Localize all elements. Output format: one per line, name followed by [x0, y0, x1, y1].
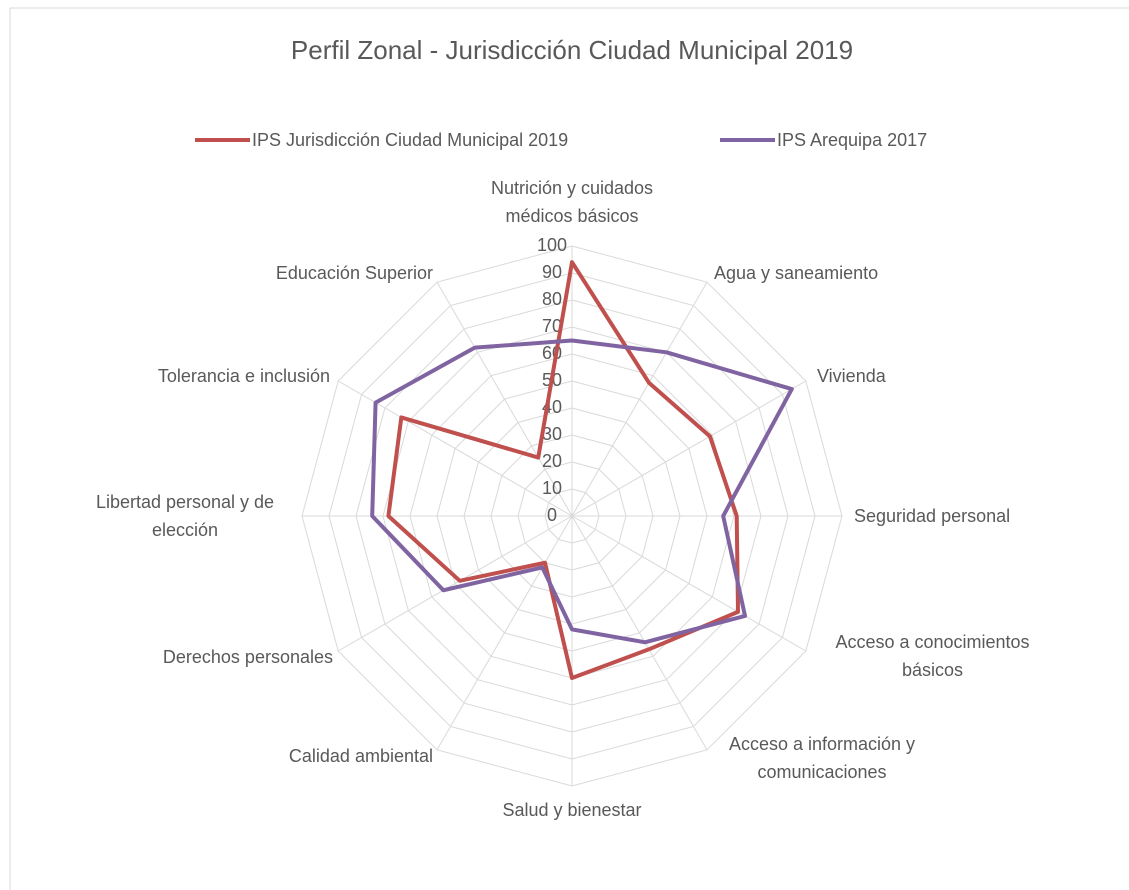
axis-label: Seguridad personal [854, 506, 1011, 526]
axis-label: Vivienda [817, 366, 886, 386]
spoke [571, 380, 807, 517]
spoke [571, 515, 807, 652]
r-tick-label: 90 [542, 262, 562, 282]
chart-frame [9, 7, 1129, 890]
axis-label: Calidad ambiental [288, 746, 433, 766]
axis-label: Salud y bienestar [502, 800, 642, 820]
spoke [571, 515, 708, 751]
r-tick-label: 80 [542, 289, 562, 309]
r-tick-label: 20 [542, 451, 562, 471]
axis-label: Nutrición y cuidados médicos básicos [490, 178, 654, 226]
r-tick-label: 10 [542, 478, 562, 498]
axis-label: Libertad personal y de elección [95, 492, 275, 540]
axis-label: Agua y saneamiento [714, 263, 879, 283]
series-line [370, 338, 794, 645]
r-tick-label: 100 [537, 235, 567, 255]
r-tick-label: 70 [542, 316, 562, 336]
legend-label: IPS Arequipa 2017 [777, 130, 927, 150]
spoke [436, 281, 573, 517]
series-line [386, 260, 741, 680]
r-tick-label: 0 [547, 505, 557, 525]
axis-label: Acceso a conocimientos básicos [835, 632, 1030, 680]
spoke [436, 515, 573, 751]
axis-label: Acceso a información y comunicaciones [728, 734, 916, 782]
r-tick-label: 30 [542, 424, 562, 444]
axis-label: Tolerancia e inclusión [157, 366, 330, 386]
axis-label: Derechos personales [162, 647, 333, 667]
axis-label: Educación Superior [275, 263, 433, 283]
chart-title: Perfil Zonal - Jurisdicción Ciudad Munic… [291, 35, 853, 65]
spoke [571, 281, 708, 517]
legend-label: IPS Jurisdicción Ciudad Municipal 2019 [252, 130, 568, 150]
spoke [337, 515, 573, 652]
